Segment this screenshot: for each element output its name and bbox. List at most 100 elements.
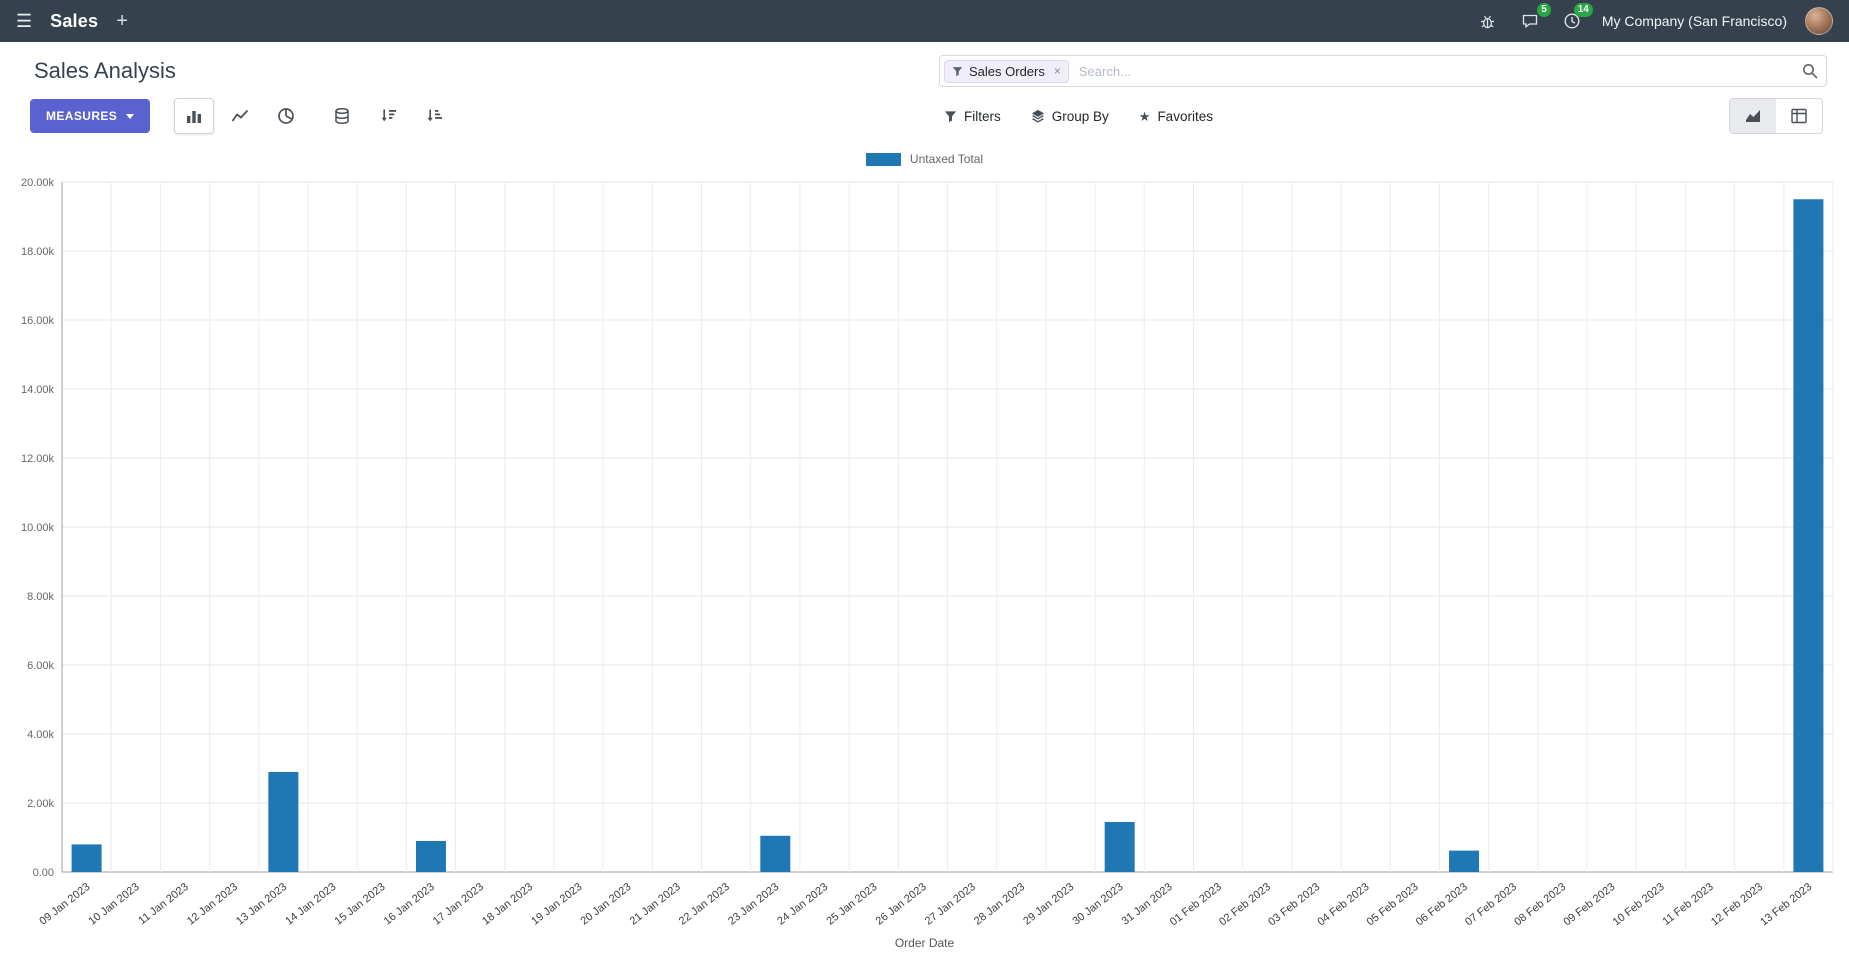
x-tick-label: 06 Feb 2023: [1414, 881, 1470, 928]
x-tick-label: 23 Jan 2023: [726, 881, 781, 928]
x-tick-label: 13 Jan 2023: [234, 881, 289, 928]
x-tick-label: 13 Feb 2023: [1758, 881, 1814, 928]
y-tick-label: 8.00k: [27, 591, 54, 603]
apps-menu-icon[interactable]: ☰: [16, 10, 33, 31]
x-tick-label: 04 Feb 2023: [1315, 881, 1371, 928]
legend-swatch: [865, 152, 901, 166]
x-tick-label: 21 Jan 2023: [628, 881, 683, 928]
graph-view-button[interactable]: [1730, 99, 1776, 133]
y-tick-label: 12.00k: [21, 453, 55, 465]
x-tick-label: 05 Feb 2023: [1365, 881, 1421, 928]
facet-remove-icon[interactable]: ×: [1053, 64, 1061, 78]
bar-chart-icon: [187, 111, 202, 123]
sort-descending-button[interactable]: [368, 98, 408, 134]
bar-chart: 0.00 2.00k 4.00k 6.00k 8.00k 10.00k 12.00k 14.0…: [21, 177, 1834, 928]
filter-funnel-icon: [944, 110, 957, 122]
chart-bar[interactable]: [1449, 850, 1480, 872]
company-switcher[interactable]: My Company (San Francisco): [1601, 13, 1787, 29]
bar-chart-button[interactable]: [174, 98, 215, 134]
y-tick-label: 0.00: [33, 867, 54, 879]
x-tick-label: 11 Feb 2023: [1660, 881, 1715, 928]
y-tick-label: 4.00k: [27, 729, 54, 741]
chart-bar[interactable]: [1104, 821, 1135, 872]
activities-badge: 14: [1573, 3, 1593, 17]
x-tick-label: 20 Jan 2023: [578, 881, 633, 928]
x-tick-label: 08 Feb 2023: [1512, 881, 1568, 928]
bug-report-icon[interactable]: [1476, 9, 1500, 33]
chart-option-buttons: [322, 98, 454, 134]
layers-icon: [1031, 109, 1044, 123]
y-tick-label: 2.00k: [27, 798, 54, 810]
group-by-label: Group By: [1051, 108, 1109, 124]
x-tick-label: 02 Feb 2023: [1217, 881, 1273, 928]
measures-button[interactable]: MEASURES: [30, 99, 151, 133]
x-tick-label: 12 Jan 2023: [185, 881, 240, 928]
activities-clock-icon[interactable]: 14: [1560, 3, 1593, 33]
pie-chart-button[interactable]: [266, 98, 306, 134]
top-navbar: ☰ Sales + 5 14 My Company (San Francisco…: [0, 0, 1849, 42]
favorites-button[interactable]: ★ Favorites: [1139, 109, 1213, 124]
search-facet-sales-orders[interactable]: Sales Orders ×: [944, 59, 1069, 83]
chart-bar[interactable]: [760, 835, 791, 872]
line-chart-button[interactable]: [220, 98, 260, 134]
sort-descending-icon: [381, 109, 397, 122]
page-title: Sales Analysis: [34, 58, 176, 83]
sort-ascending-button[interactable]: [414, 98, 454, 134]
legend-label: Untaxed Total: [909, 152, 984, 166]
chart-bar[interactable]: [71, 844, 102, 872]
app-name[interactable]: Sales: [50, 10, 99, 31]
filters-button[interactable]: Filters: [944, 109, 1001, 124]
plus-icon[interactable]: +: [116, 9, 128, 32]
pivot-view-button[interactable]: [1776, 99, 1822, 133]
x-tick-label: 29 Jan 2023: [1021, 881, 1076, 928]
legend-item[interactable]: Untaxed Total: [8, 146, 1841, 172]
messages-icon[interactable]: 5: [1518, 3, 1551, 33]
y-tick-label: 20.00k: [21, 177, 55, 189]
view-switcher: [1729, 98, 1823, 134]
filter-funnel-icon: [952, 66, 963, 76]
search-icon[interactable]: [1802, 63, 1818, 79]
x-tick-label: 07 Feb 2023: [1463, 881, 1519, 928]
y-tick-label: 16.00k: [21, 315, 55, 327]
chart-bar[interactable]: [268, 771, 299, 872]
search-options: Filters Group By ★ Favorites: [944, 109, 1213, 124]
chart-bar[interactable]: [1793, 199, 1824, 872]
x-tick-label: 15 Jan 2023: [332, 881, 387, 928]
x-tick-label: 10 Feb 2023: [1611, 881, 1667, 928]
x-axis-title: Order Date: [894, 936, 955, 950]
chart-type-buttons: [174, 98, 306, 134]
x-tick-label: 09 Feb 2023: [1561, 881, 1617, 928]
stacked-toggle-button[interactable]: [322, 98, 362, 134]
x-tick-label: 01 Feb 2023: [1168, 881, 1224, 928]
pie-chart-icon: [278, 108, 295, 124]
y-tick-label: 18.00k: [21, 246, 55, 258]
x-tick-label: 03 Feb 2023: [1266, 881, 1322, 928]
search-input[interactable]: [1076, 62, 1794, 80]
area-chart-icon: [1746, 110, 1760, 122]
messages-badge: 5: [1537, 3, 1551, 17]
x-tick-label: 12 Feb 2023: [1709, 881, 1765, 928]
group-by-button[interactable]: Group By: [1031, 109, 1109, 124]
x-tick-label: 09 Jan 2023: [37, 881, 92, 928]
user-avatar[interactable]: [1805, 7, 1833, 35]
y-tick-label: 14.00k: [21, 384, 55, 396]
control-panel: Sales Analysis Sales Orders × MEASURES: [0, 42, 1849, 144]
filters-label: Filters: [964, 108, 1001, 124]
x-tick-label: 24 Jan 2023: [775, 881, 830, 928]
y-tick-label: 10.00k: [21, 522, 55, 534]
favorites-label: Favorites: [1157, 108, 1213, 124]
search-bar[interactable]: Sales Orders ×: [939, 55, 1827, 87]
x-tick-label: 30 Jan 2023: [1070, 881, 1125, 928]
pivot-table-icon: [1791, 108, 1807, 124]
x-tick-label: 14 Jan 2023: [283, 881, 338, 928]
facet-label: Sales Orders: [969, 63, 1045, 79]
x-tick-label: 25 Jan 2023: [824, 881, 879, 928]
x-tick-label: 16 Jan 2023: [382, 881, 437, 928]
x-tick-label: 26 Jan 2023: [874, 881, 929, 928]
star-icon: ★: [1138, 108, 1151, 124]
y-tick-label: 6.00k: [27, 660, 54, 672]
x-tick-label: 31 Jan 2023: [1120, 881, 1175, 928]
chart-bar[interactable]: [415, 840, 446, 872]
x-tick-label: 19 Jan 2023: [529, 881, 584, 928]
stacked-icon: [335, 107, 349, 125]
